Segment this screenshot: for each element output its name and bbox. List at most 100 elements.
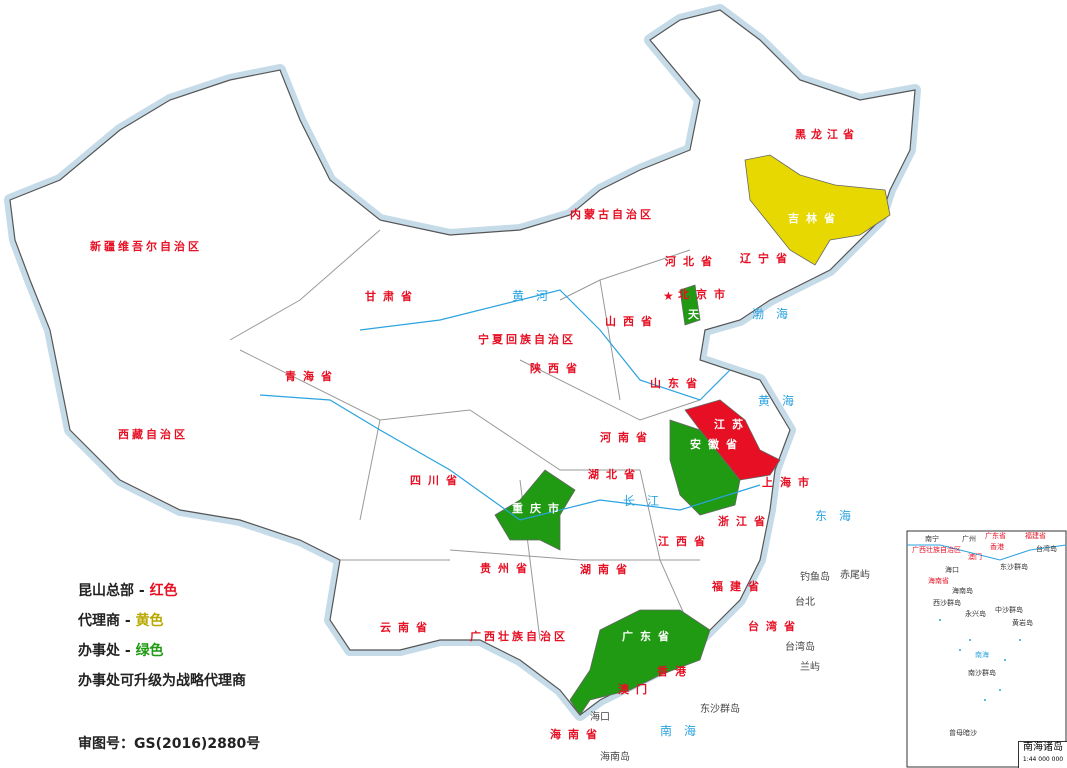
province-border [519, 359, 701, 421]
place-label: 海口 [590, 710, 610, 723]
legend-agent: 代理商 - 黄色 [78, 610, 164, 630]
legend-label: 代理商 [78, 613, 120, 629]
island-dot [1004, 659, 1006, 661]
legend-color-name: 红色 [149, 583, 178, 599]
water-label: 东海 [815, 508, 863, 523]
south-china-sea-inset [906, 530, 1067, 768]
legend-note: 办事处可升级为战略代理商 [78, 673, 246, 689]
water-label: 渤海 [752, 306, 800, 321]
island-dot [1019, 639, 1021, 641]
inset-label: 台湾岛 [1036, 544, 1057, 553]
legend-separator: - [134, 583, 150, 599]
river [359, 289, 731, 401]
inset-label: 澳门 [968, 552, 982, 561]
province-label: 广东省 [622, 629, 676, 643]
province-border [359, 419, 381, 521]
inset-label: 广东省 [985, 531, 1006, 540]
province-border [229, 229, 381, 341]
province-label: 天津市 [688, 307, 742, 321]
place-label: 海南岛 [600, 750, 630, 763]
inset-label: 海南省 [928, 576, 949, 585]
province-label: 宁夏回族自治区 [478, 332, 576, 346]
province-label: 河北省 [665, 254, 719, 268]
legend-headquarters: 昆山总部 - 红色 [78, 580, 178, 600]
province-agent [744, 154, 891, 266]
legend-color-name: 绿色 [135, 643, 164, 659]
province-label: 澳门 [618, 682, 654, 696]
legend-separator: - [120, 613, 136, 629]
province-label: 重庆市 [512, 501, 566, 515]
inset-label: 黄岩岛 [1012, 618, 1033, 627]
inset-label: 广州 [962, 534, 976, 543]
province-office [569, 609, 711, 716]
inset-coastline [907, 544, 1067, 561]
legend-office: 办事处 - 绿色 [78, 640, 164, 660]
province-office [679, 284, 701, 326]
province-label: 云南省 [380, 620, 434, 634]
province-office [494, 469, 576, 551]
province-label: 西藏自治区 [118, 427, 188, 441]
inset-label: 南宁 [925, 534, 939, 543]
legend-color-name: 黄色 [135, 613, 164, 629]
province-label: 湖北省 [588, 467, 642, 481]
province-label: 安徽省 [690, 437, 744, 451]
water-label: 黄河 [512, 289, 560, 303]
inset-label: 福建省 [1025, 531, 1046, 540]
inset-label: 海南岛 [952, 586, 973, 595]
inset-label: 永兴岛 [965, 609, 986, 618]
capital-star-icon: ★ [663, 289, 674, 303]
province-border [599, 279, 621, 401]
inset-scale: 1:44 000 000 [1022, 756, 1064, 763]
province-label: 吉林省 [788, 211, 842, 225]
province-label: 江西省 [658, 534, 712, 548]
legend-label: 办事处 [78, 643, 120, 659]
place-label: 东沙群岛 [700, 702, 740, 715]
inset-label: 中沙群岛 [995, 605, 1023, 614]
province-border [469, 409, 640, 471]
province-label: 台湾省 [748, 619, 802, 633]
island-dot [999, 689, 1001, 691]
province-label: 湖南省 [580, 562, 634, 576]
province-label: 香港 [656, 664, 693, 678]
province-label: 甘肃省 [365, 289, 419, 303]
water-label: 南海 [660, 723, 708, 738]
water-label: 长江 [623, 494, 671, 508]
inset-title: 南海诸岛 [1023, 742, 1063, 753]
island-dot [984, 699, 986, 701]
place-label: 兰屿 [800, 660, 820, 673]
province-label: 河南省 [600, 430, 654, 444]
province-label: 广西壮族自治区 [470, 629, 568, 643]
island-dot [969, 639, 971, 641]
place-label: 赤尾屿 [840, 569, 870, 581]
map-approval-number: 审图号：GS(2016)2880号 [78, 736, 261, 752]
province-label: 海南省 [550, 727, 604, 741]
province-label: 陕西省 [530, 361, 584, 375]
province-label: 山西省 [605, 314, 659, 328]
province-label: 福建省 [711, 579, 766, 593]
place-label: 钓鱼岛 [800, 570, 830, 583]
province-label: 北京市 [678, 287, 732, 301]
province-label: 上海市 [762, 475, 816, 489]
province-label: 新疆维吾尔自治区 [90, 239, 202, 253]
province-label: 江苏省 [714, 417, 768, 431]
province-label: 山东省 [650, 376, 704, 390]
province-label: 四川省 [410, 473, 464, 487]
inset-label: 南沙群岛 [968, 668, 996, 677]
inset-label: 广西壮族自治区 [912, 545, 961, 554]
water-label: 黄海 [758, 393, 806, 408]
island-dot [959, 649, 961, 651]
province-office [669, 419, 741, 516]
inset-label: 东沙群岛 [1000, 562, 1028, 571]
inset-label: 西沙群岛 [933, 598, 961, 607]
province-label: 内蒙古自治区 [570, 207, 654, 221]
inset-label: 海口 [945, 565, 959, 574]
legend-label: 昆山总部 [78, 583, 134, 599]
legend-separator: - [120, 643, 136, 659]
inset-label: 曾母暗沙 [949, 728, 977, 737]
river [259, 394, 761, 521]
province-label: 辽宁省 [740, 251, 794, 265]
province-label: 黑龙江省 [795, 127, 859, 141]
place-label: 台北 [795, 595, 815, 608]
